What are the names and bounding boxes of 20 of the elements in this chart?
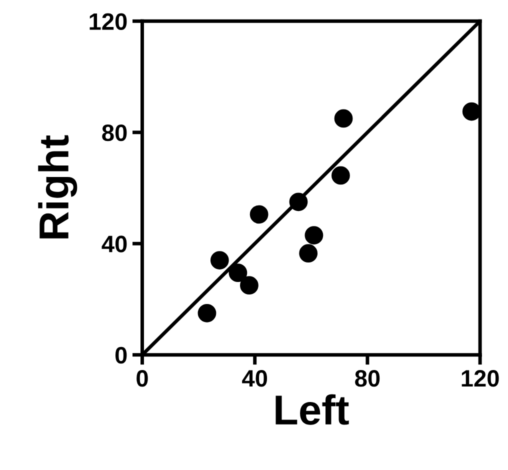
x-tick-label: 40 — [242, 370, 268, 387]
y-tick-label: 40 — [102, 236, 127, 252]
point — [289, 192, 308, 212]
point — [210, 251, 229, 270]
x-tick-label: 80 — [355, 370, 380, 387]
y-tick-label: 120 — [90, 13, 127, 30]
point — [332, 166, 350, 185]
point — [198, 304, 216, 322]
y-tick-label: 0 — [115, 346, 127, 364]
x-axis-title: Left — [276, 394, 349, 425]
point — [250, 205, 268, 224]
point — [228, 264, 248, 282]
point — [334, 109, 353, 128]
x-tick-label: 0 — [136, 370, 148, 387]
point — [304, 226, 324, 244]
point — [299, 244, 318, 263]
y-axis-title: Right — [38, 135, 78, 238]
point — [240, 276, 258, 295]
y-tick-label: 80 — [102, 124, 127, 142]
x-tick-label: 120 — [462, 370, 499, 387]
